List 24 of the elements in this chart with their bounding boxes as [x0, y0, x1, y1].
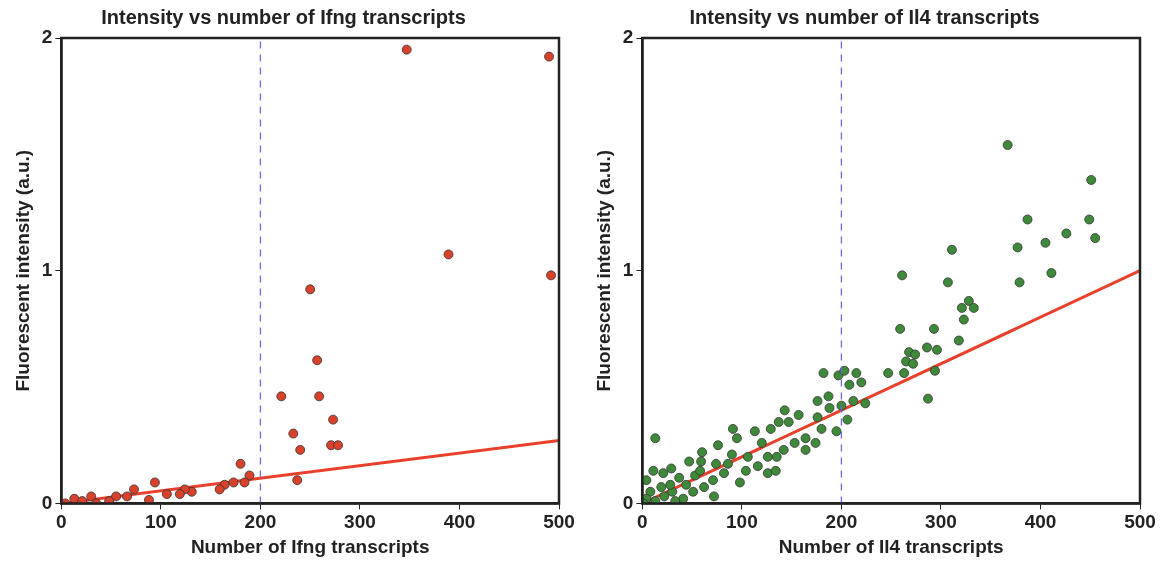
y-tick-label: 2 — [622, 26, 634, 48]
x-tick-label: 100 — [145, 511, 177, 533]
x-tick-label: 400 — [1024, 511, 1057, 533]
chart-title: Intensity vs number of Ifng transcripts — [101, 5, 466, 28]
x-tick-label: 400 — [443, 511, 476, 533]
y-tick-label: 0 — [622, 491, 634, 513]
x-tick-label: 0 — [56, 511, 67, 533]
x-tick-label: 500 — [1124, 511, 1156, 533]
y-tick-label: 1 — [41, 258, 53, 280]
x-tick-label: 200 — [244, 511, 277, 533]
x-tick-label: 500 — [543, 511, 575, 533]
x-tick-label: 200 — [825, 511, 858, 533]
y-axis-title: Fluorescent intensity (a.u.) — [11, 149, 33, 392]
x-tick-label: 300 — [344, 511, 376, 533]
x-tick-label: 100 — [726, 511, 758, 533]
x-axis-title: Number of Ifng transcripts — [190, 535, 430, 557]
y-axis-title: Fluorescent intensity (a.u.) — [592, 149, 614, 392]
x-tick-label: 300 — [925, 511, 957, 533]
x-tick-label: 0 — [637, 511, 648, 533]
y-tick-label: 1 — [622, 258, 634, 280]
x-axis-title: Number of Il4 transcripts — [778, 535, 1004, 557]
y-tick-label: 2 — [41, 26, 53, 48]
y-tick-label: 0 — [41, 491, 53, 513]
chart-title: Intensity vs number of Il4 transcripts — [689, 5, 1040, 28]
